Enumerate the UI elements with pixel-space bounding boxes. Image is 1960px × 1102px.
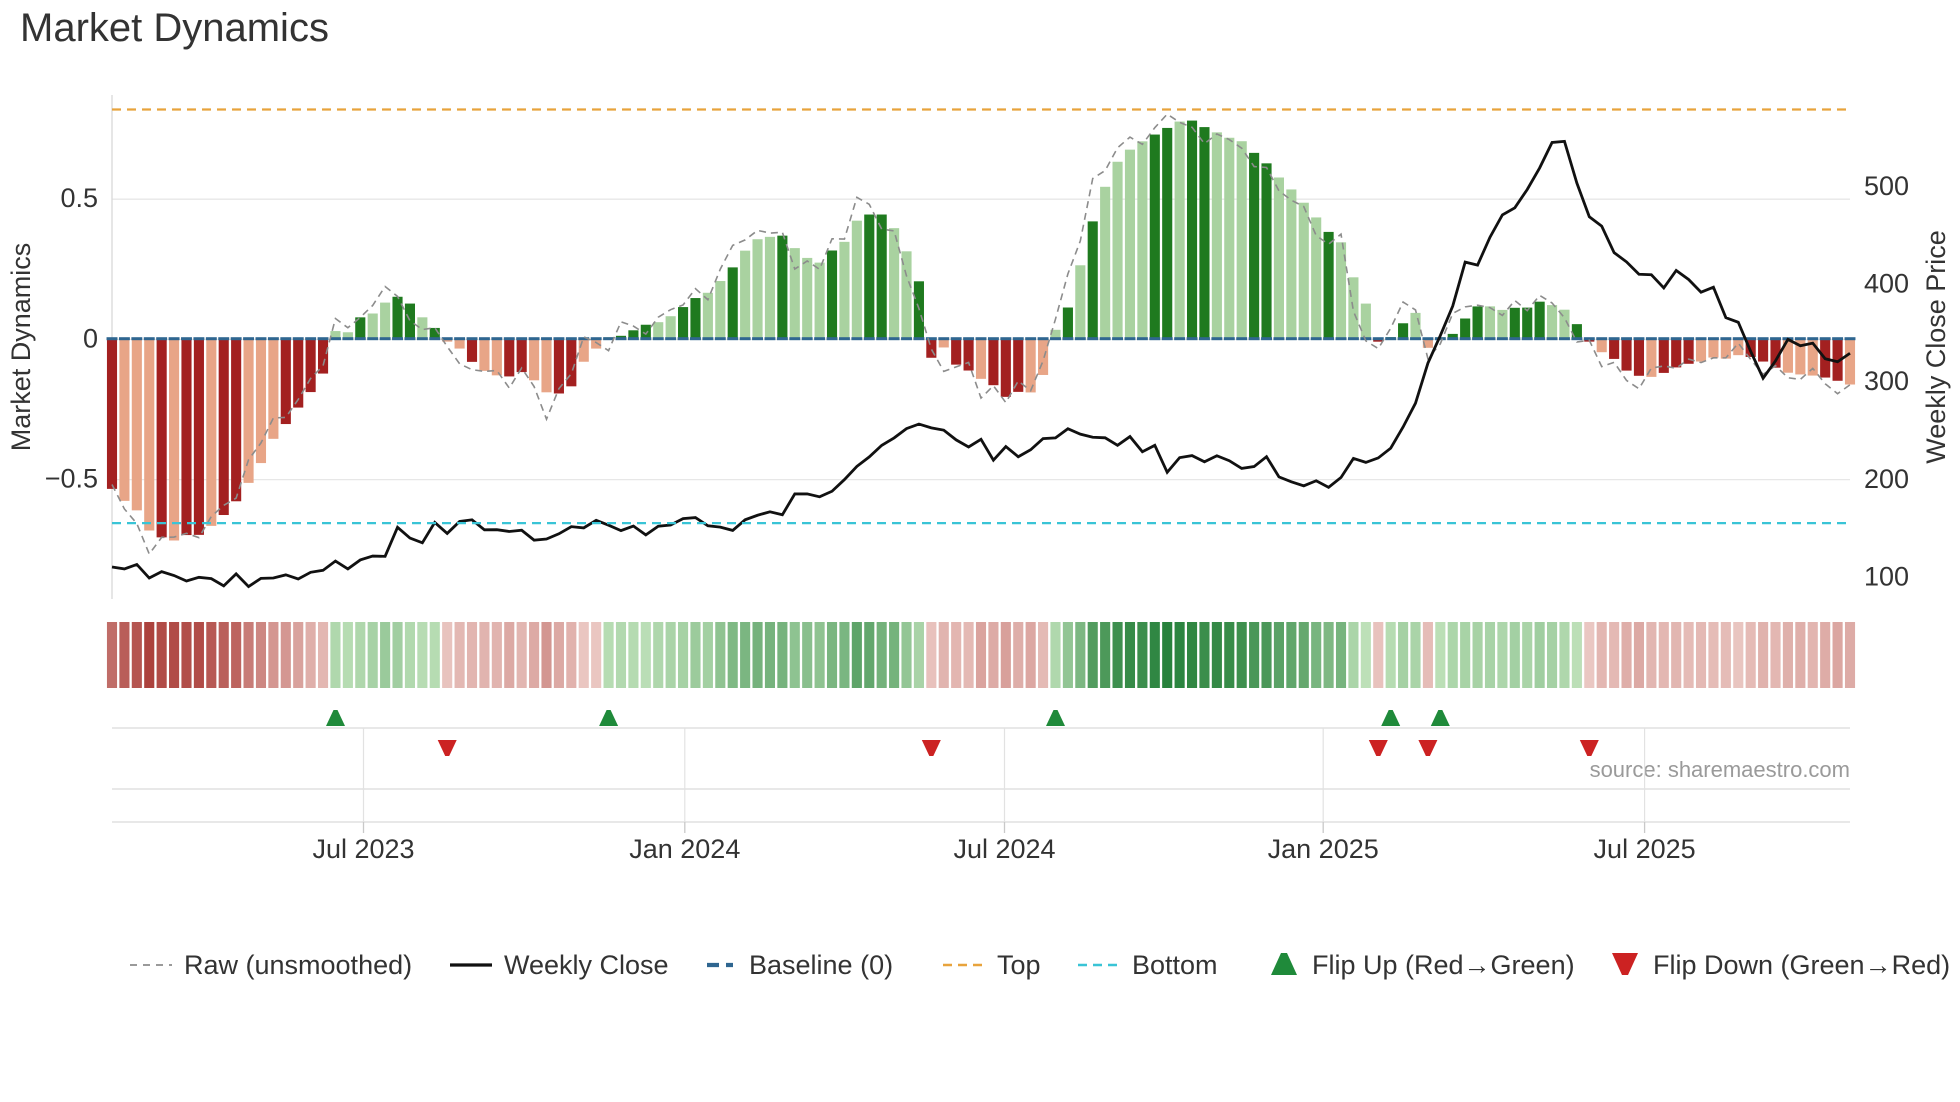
svg-text:0.5: 0.5	[60, 183, 98, 213]
svg-text:Jan 2024: Jan 2024	[629, 834, 740, 864]
svg-text:Weekly Close: Weekly Close	[504, 950, 669, 980]
svg-text:Jul 2024: Jul 2024	[953, 834, 1055, 864]
svg-text:Top: Top	[997, 950, 1041, 980]
svg-text:100: 100	[1864, 561, 1909, 591]
svg-text:500: 500	[1864, 171, 1909, 201]
svg-text:Market Dynamics: Market Dynamics	[20, 6, 329, 50]
svg-text:−0.5: −0.5	[45, 464, 98, 494]
svg-text:0: 0	[83, 323, 98, 353]
svg-text:Baseline (0): Baseline (0)	[749, 950, 893, 980]
svg-text:400: 400	[1864, 269, 1909, 299]
svg-text:Raw (unsmoothed): Raw (unsmoothed)	[184, 950, 412, 980]
svg-text:Jan 2025: Jan 2025	[1268, 834, 1379, 864]
svg-text:300: 300	[1864, 366, 1909, 396]
svg-text:Weekly Close Price: Weekly Close Price	[1921, 230, 1951, 464]
svg-text:Bottom: Bottom	[1132, 950, 1218, 980]
svg-text:Jul 2023: Jul 2023	[312, 834, 414, 864]
svg-text:Jul 2025: Jul 2025	[1594, 834, 1696, 864]
svg-text:Flip Down (Green→Red): Flip Down (Green→Red)	[1653, 950, 1950, 980]
svg-text:source: sharemaestro.com: source: sharemaestro.com	[1590, 757, 1850, 782]
svg-text:200: 200	[1864, 464, 1909, 494]
svg-text:Flip Up (Red→Green): Flip Up (Red→Green)	[1312, 950, 1575, 980]
svg-text:Market Dynamics: Market Dynamics	[6, 243, 36, 452]
